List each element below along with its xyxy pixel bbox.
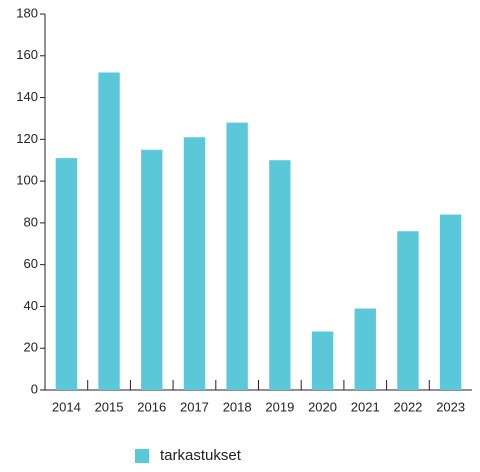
y-tick-label: 80 bbox=[24, 214, 38, 229]
x-tick-label: 2017 bbox=[180, 399, 209, 414]
y-tick-label: 120 bbox=[16, 131, 38, 146]
bar bbox=[55, 158, 78, 390]
legend-label: tarkastukset bbox=[160, 447, 242, 464]
y-tick-label: 0 bbox=[31, 381, 38, 396]
x-tick-label: 2022 bbox=[393, 399, 422, 414]
bar bbox=[141, 149, 163, 390]
bar bbox=[397, 231, 419, 390]
y-tick-label: 40 bbox=[24, 298, 38, 313]
y-tick-label: 180 bbox=[16, 5, 38, 20]
x-tick-label: 2018 bbox=[223, 399, 252, 414]
bar bbox=[354, 308, 376, 390]
y-tick-label: 20 bbox=[24, 340, 38, 355]
x-tick-label: 2015 bbox=[95, 399, 124, 414]
legend-swatch bbox=[135, 449, 149, 463]
bar bbox=[226, 122, 248, 390]
x-tick-label: 2016 bbox=[137, 399, 166, 414]
bar bbox=[98, 72, 120, 390]
y-tick-label: 60 bbox=[24, 256, 38, 271]
bar bbox=[311, 331, 334, 390]
bar bbox=[183, 137, 206, 390]
x-tick-label: 2023 bbox=[436, 399, 465, 414]
x-tick-label: 2014 bbox=[52, 399, 81, 414]
x-tick-label: 2020 bbox=[308, 399, 337, 414]
bar bbox=[269, 160, 291, 390]
y-tick-label: 140 bbox=[16, 89, 38, 104]
x-tick-label: 2021 bbox=[351, 399, 380, 414]
y-tick-label: 100 bbox=[16, 173, 38, 188]
x-tick-label: 2019 bbox=[265, 399, 294, 414]
bar bbox=[439, 214, 462, 390]
y-tick-label: 160 bbox=[16, 47, 38, 62]
